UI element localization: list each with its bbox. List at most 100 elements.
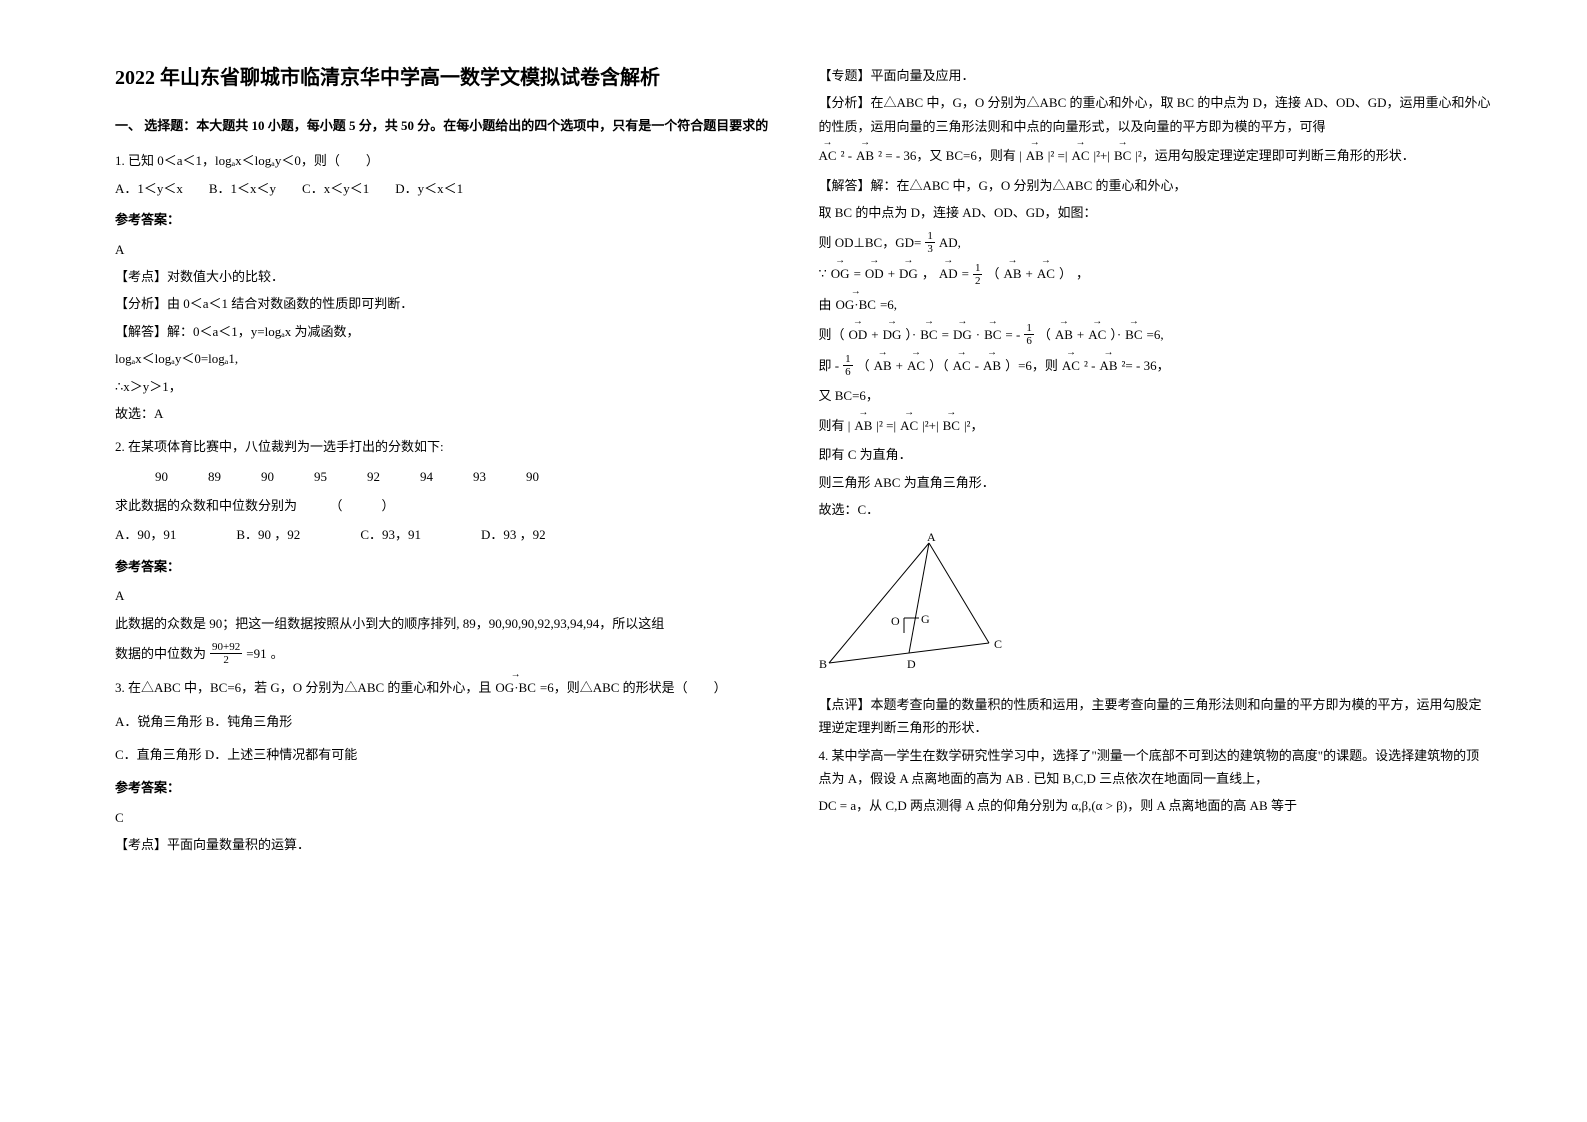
frac-den: 2 (973, 275, 983, 287)
txt: + (871, 323, 878, 346)
vec-AB: AB (856, 144, 874, 167)
solve-label: 【解答】解：在△ABC 中，G，O 分别为△ABC 的重心和外心， (819, 174, 1493, 197)
q3-stem-suffix: =6，则△ABC 的形状是（ ） (540, 676, 727, 699)
txt: =6, (1147, 323, 1164, 346)
txt: AD, (939, 231, 961, 254)
txt: = (962, 262, 969, 285)
txt: （ (986, 262, 999, 285)
q1-analysis: 【分析】由 0＜a＜1 结合对数函数的性质即可判断． (115, 292, 789, 315)
score: 90 (526, 465, 539, 488)
txt: ）· (905, 323, 916, 346)
question-1: 1. 已知 0＜a＜1，logₐx＜logₐy＜0，则（ ） A．1＜y＜x B… (115, 149, 789, 425)
line1: 取 BC 的中点为 D，连接 AD、OD、GD，如图： (819, 201, 1493, 224)
section-1-title: 一、 选择题：本大题共 10 小题，每小题 5 分，共 50 分。在每小题给出的… (115, 114, 789, 137)
txt: ， (922, 262, 935, 285)
q2-ask: 求此数据的众数和中位数分别为 （ ） (115, 494, 789, 517)
vec-AD: AD (939, 262, 958, 285)
vec-AC: AC (1062, 354, 1080, 377)
vec-AC: AC (1071, 144, 1089, 167)
q2-options: A．90，91 B．90 ，92 C．93，91 D．93 ，92 (115, 523, 789, 546)
q2-stem: 2. 在某项体育比赛中，八位裁判为一选手打出的分数如下: (115, 435, 789, 458)
vec-BC: BC (1114, 144, 1131, 167)
frac-num: 1 (973, 262, 983, 275)
question-4: 4. 某中学高一学生在数学研究性学习中，选择了"测量一个底部不可到达的建筑物的高… (819, 744, 1493, 818)
txt: 即 - (819, 354, 840, 377)
txt: ， (1076, 262, 1089, 285)
frac-den: 3 (925, 243, 935, 255)
q3-answer-label: 参考答案： (115, 776, 789, 799)
line3: ∵ OG = OD + DG ， AD = 1 2 （ AB + AC ） ， (819, 262, 1493, 287)
vec-AB: AB (1099, 354, 1117, 377)
svg-text:G: G (921, 612, 930, 626)
vec-DG: DG (883, 323, 902, 346)
vec-BC: BC (943, 414, 960, 437)
vec-AC: AC (900, 414, 918, 437)
fraction: 1 6 (1024, 322, 1034, 347)
frac-num: 1 (925, 230, 935, 243)
txt: · (976, 323, 980, 346)
q3-point: 【考点】平面向量数量积的运算． (115, 833, 789, 856)
score: 92 (367, 465, 380, 488)
line4: 由 OG·BC =6, (819, 293, 1493, 316)
vec-AB: AB (1003, 262, 1021, 285)
txt: （ (857, 354, 870, 377)
line6: 即 - 1 6 （ AB + AC ）（ AC - AB ）=6，则 AC ² … (819, 353, 1493, 378)
q2-explain2: 数据的中位数为 90+92 2 =91 。 (115, 641, 789, 666)
svg-text:C: C (994, 637, 1002, 651)
vec-OD: OD (849, 323, 868, 346)
txt: （ (1038, 323, 1051, 346)
q1-point: 【考点】对数值大小的比较． (115, 265, 789, 288)
question-2: 2. 在某项体育比赛中，八位裁判为一选手打出的分数如下: 90 89 90 95… (115, 435, 789, 666)
comment-label: 【点评】本题考查向量的数量积的性质和运用，主要考查向量的三角形法则和向量的平方即… (819, 693, 1493, 740)
txt: + (888, 262, 895, 285)
svg-text:D: D (907, 657, 916, 671)
vector-OGBC: OG·BC (495, 676, 535, 699)
frac-num: 90+92 (210, 641, 242, 654)
q2-answer: A (115, 584, 789, 607)
frac-den: 6 (843, 366, 853, 378)
fraction: 1 6 (843, 353, 853, 378)
txt: ）=6，则 (1005, 354, 1058, 377)
analysis-label: 【分析】在△ABC 中，G，O 分别为△ABC 的重心和外心，取 BC 的中点为… (819, 91, 1493, 138)
txt: + (1026, 262, 1033, 285)
q1-line2: ∴x＞y＞1， (115, 375, 789, 398)
txt: |²+| (922, 414, 938, 437)
fraction: 1 3 (925, 230, 935, 255)
txt: |² =| (1048, 144, 1068, 167)
vec-AC: AC (1088, 323, 1106, 346)
q4-stem1: 4. 某中学高一学生在数学研究性学习中，选择了"测量一个底部不可到达的建筑物的高… (819, 744, 1493, 791)
score: 89 (208, 465, 221, 488)
line7: 又 BC=6， (819, 384, 1493, 407)
txt: ）（ (929, 354, 949, 377)
q1-line3: 故选：A (115, 402, 789, 425)
score: 90 (155, 465, 168, 488)
q2-optA: A．90，91 (115, 523, 176, 546)
q2-explain2-prefix: 数据的中位数为 (115, 642, 206, 665)
txt: 则 OD⊥BC，GD= (819, 231, 922, 254)
q3-optCD: C．直角三角形 D．上述三种情况都有可能 (115, 743, 789, 766)
q2-scores: 90 89 90 95 92 94 93 90 (115, 465, 789, 488)
vec-OG: OG (831, 262, 850, 285)
vec-AC: AC (1037, 262, 1055, 285)
svg-text:O: O (891, 614, 900, 628)
txt: ） (1059, 262, 1072, 285)
txt: |²， (964, 414, 984, 437)
q1-answer-label: 参考答案： (115, 208, 789, 231)
q1-line1: logₐx＜logₐy＜0=logₐ1, (115, 347, 789, 370)
q3-stem: 3. 在△ABC 中，BC=6，若 G，O 分别为△ABC 的重心和外心，且 O… (115, 676, 789, 699)
q2-optC: C．93，91 (360, 523, 421, 546)
vec-OD: OD (865, 262, 884, 285)
txt: = - (1005, 323, 1020, 346)
q2-explain: 此数据的众数是 90；把这一组数据按照从小到大的顺序排列, 89，90,90,9… (115, 612, 789, 635)
vec-AB: AB (1055, 323, 1073, 346)
q1-answer: A (115, 238, 789, 261)
score: 93 (473, 465, 486, 488)
line11: 故选：C． (819, 498, 1493, 521)
q2-explain2-suffix: 。 (271, 642, 284, 665)
txt: 则（ (819, 323, 845, 346)
frac-num: 1 (843, 353, 853, 366)
frac-den: 6 (1024, 335, 1034, 347)
fraction: 1 2 (973, 262, 983, 287)
frac-eq: =91 (246, 642, 266, 665)
txt: 由 (819, 293, 832, 316)
